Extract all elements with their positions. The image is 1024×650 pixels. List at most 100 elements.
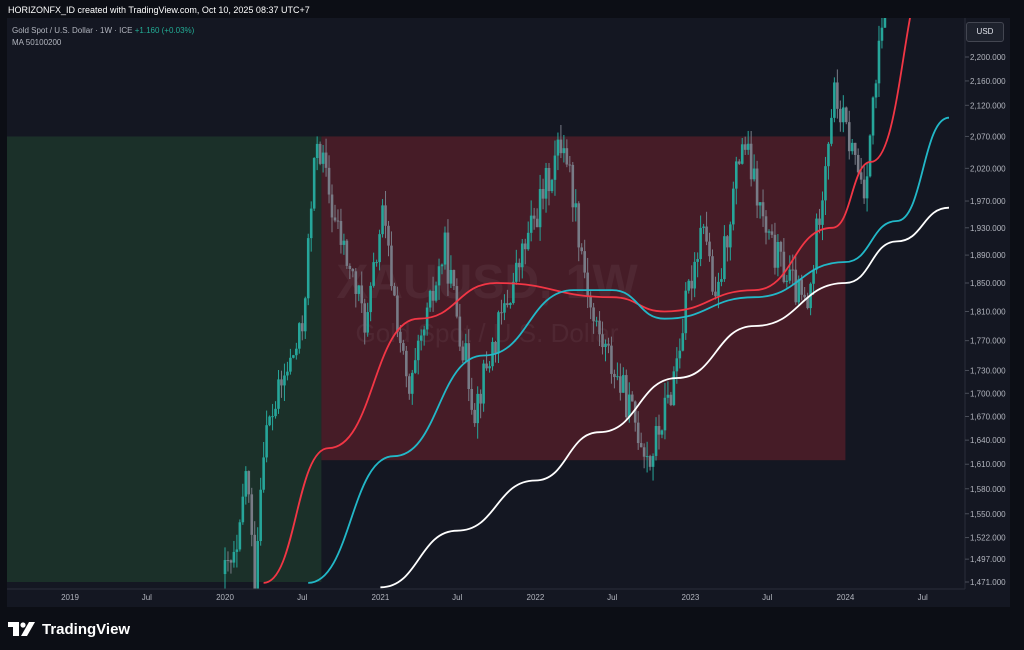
header-credit: HORIZONFX_ID created with TradingView.co… bbox=[8, 5, 310, 15]
candle-body bbox=[387, 225, 390, 246]
candle-body bbox=[523, 243, 527, 250]
candle-body bbox=[627, 394, 631, 418]
tradingview-wordmark: TradingView bbox=[42, 620, 131, 638]
candle-body bbox=[413, 360, 417, 373]
candle-body bbox=[862, 179, 866, 199]
y-tick-label: 2,120.000 bbox=[970, 101, 1006, 110]
candle-body bbox=[842, 107, 845, 123]
candle-body bbox=[324, 152, 328, 168]
candle-body bbox=[345, 240, 349, 266]
candle-body bbox=[660, 430, 664, 435]
candle-body bbox=[250, 494, 254, 535]
candle-body bbox=[821, 200, 824, 225]
candle-body bbox=[562, 148, 566, 154]
candle-body bbox=[752, 168, 756, 180]
candle-body bbox=[226, 560, 230, 562]
x-tick-label: Jul bbox=[918, 593, 928, 602]
candle-body bbox=[283, 375, 286, 386]
candle-body bbox=[494, 341, 497, 354]
y-tick-label: 1,670.000 bbox=[970, 413, 1006, 422]
candle-body bbox=[384, 205, 387, 226]
candle-body bbox=[452, 269, 456, 287]
candle-body bbox=[859, 172, 863, 180]
candle-body bbox=[648, 456, 652, 467]
y-tick-label: 1,810.000 bbox=[970, 308, 1006, 317]
candle-body bbox=[520, 243, 524, 268]
candle-body bbox=[458, 316, 462, 347]
candle-body bbox=[734, 161, 738, 189]
candle-body bbox=[422, 329, 426, 336]
candle-body bbox=[672, 371, 676, 406]
candle-body bbox=[538, 189, 542, 228]
candle-body bbox=[363, 303, 367, 333]
candle-body bbox=[839, 108, 842, 123]
candle-body bbox=[732, 188, 735, 225]
candle-body bbox=[812, 269, 815, 284]
candle-body bbox=[485, 363, 488, 369]
candle-body bbox=[512, 281, 515, 304]
candle-body bbox=[467, 343, 471, 389]
candle-body bbox=[746, 143, 750, 150]
candle-body bbox=[476, 393, 479, 424]
candle-body bbox=[410, 372, 414, 394]
candle-body bbox=[806, 297, 809, 309]
candle-body bbox=[271, 416, 274, 418]
x-tick-label: 2024 bbox=[837, 593, 855, 602]
candle-body bbox=[369, 285, 372, 313]
time-axis bbox=[7, 589, 1010, 607]
candle-body bbox=[758, 202, 762, 206]
candle-body bbox=[654, 426, 658, 456]
candle-body bbox=[568, 164, 572, 166]
candle-body bbox=[428, 290, 432, 308]
candle-body bbox=[877, 40, 881, 84]
candle-body bbox=[844, 107, 848, 123]
candle-body bbox=[720, 279, 723, 282]
candle-body bbox=[708, 241, 711, 257]
candle-body bbox=[693, 261, 696, 289]
candle-body bbox=[636, 422, 640, 444]
candle-body bbox=[544, 167, 548, 199]
candle-body bbox=[399, 331, 402, 344]
currency-button[interactable]: USD bbox=[966, 22, 1004, 42]
candle-body bbox=[782, 251, 786, 282]
candle-body bbox=[509, 303, 512, 306]
candle-body bbox=[488, 366, 491, 369]
candle-body bbox=[437, 266, 441, 286]
y-tick-label: 2,160.000 bbox=[970, 77, 1006, 86]
candle-body bbox=[303, 298, 307, 332]
candle-body bbox=[684, 290, 688, 334]
ma-line-100 bbox=[308, 116, 950, 584]
candle-body bbox=[737, 161, 741, 164]
candle-body bbox=[244, 471, 248, 497]
candle-body bbox=[336, 220, 340, 222]
y-tick-label: 2,070.000 bbox=[970, 132, 1006, 141]
candle-body bbox=[595, 320, 598, 322]
x-tick-label: 2023 bbox=[682, 593, 700, 602]
candle-body bbox=[586, 272, 589, 297]
tradingview-logo[interactable]: TradingView bbox=[8, 619, 130, 639]
candle-body bbox=[223, 560, 227, 575]
candle-body bbox=[396, 295, 399, 332]
candle-body bbox=[642, 447, 646, 457]
candle-body bbox=[571, 164, 575, 208]
x-tick-label: Jul bbox=[607, 593, 617, 602]
candle-body bbox=[785, 280, 789, 282]
x-tick-label: Jul bbox=[297, 593, 307, 602]
candle-body bbox=[405, 350, 408, 377]
candle-body bbox=[327, 167, 331, 195]
ma-legend[interactable]: MA 50100200 bbox=[12, 38, 62, 47]
candle-body bbox=[776, 241, 780, 268]
candle-body bbox=[815, 218, 818, 270]
symbol-legend[interactable]: Gold Spot / U.S. Dollar · 1W · ICE +1.16… bbox=[12, 26, 194, 35]
x-tick-label: Jul bbox=[142, 593, 152, 602]
candle-body bbox=[253, 534, 257, 589]
candle-body bbox=[286, 371, 289, 376]
candle-body bbox=[651, 455, 655, 467]
y-tick-label: 1,550.000 bbox=[970, 510, 1006, 519]
candle-body bbox=[770, 231, 774, 235]
candle-body bbox=[470, 388, 474, 410]
candle-body bbox=[794, 269, 798, 303]
candle-body bbox=[619, 376, 622, 393]
